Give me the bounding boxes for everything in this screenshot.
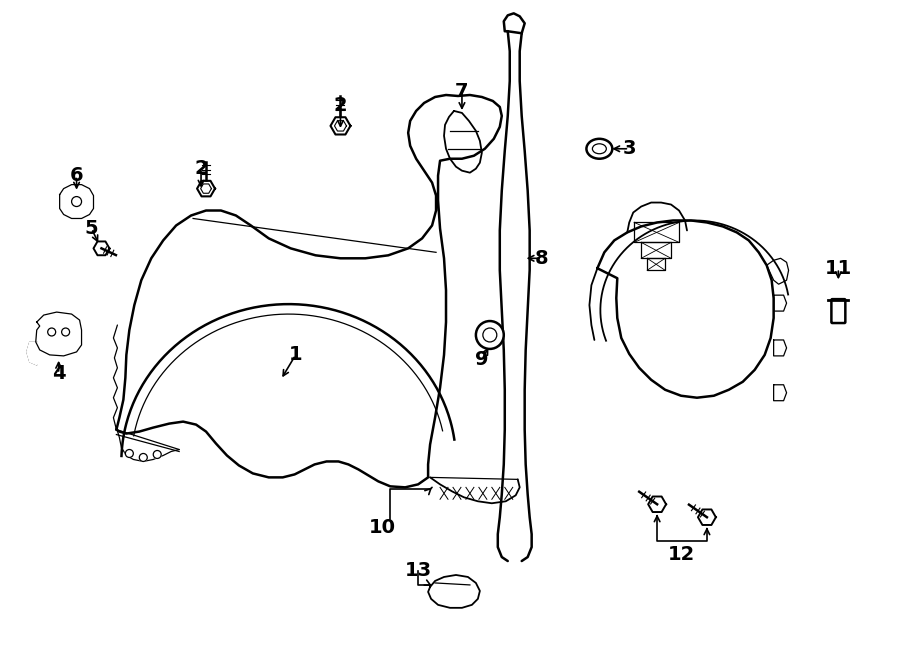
Text: 7: 7 <box>455 81 469 101</box>
Text: 11: 11 <box>824 259 852 278</box>
Text: 2: 2 <box>194 159 208 178</box>
Text: 12: 12 <box>668 545 695 563</box>
Polygon shape <box>27 342 37 365</box>
Text: 4: 4 <box>52 364 66 383</box>
Ellipse shape <box>587 139 612 159</box>
Text: 10: 10 <box>369 518 396 537</box>
Circle shape <box>61 328 69 336</box>
FancyBboxPatch shape <box>832 299 845 323</box>
Text: 3: 3 <box>623 139 636 158</box>
Circle shape <box>153 451 161 459</box>
Text: 1: 1 <box>289 346 302 364</box>
Text: 13: 13 <box>405 561 432 581</box>
Polygon shape <box>59 185 94 218</box>
Text: 6: 6 <box>70 166 84 185</box>
Text: 2: 2 <box>334 97 347 115</box>
Polygon shape <box>36 312 82 356</box>
Circle shape <box>476 321 504 349</box>
Circle shape <box>140 453 148 461</box>
Circle shape <box>125 449 133 457</box>
Circle shape <box>48 328 56 336</box>
Text: 8: 8 <box>535 249 548 268</box>
Text: 9: 9 <box>475 350 489 369</box>
Circle shape <box>72 197 82 207</box>
Text: 5: 5 <box>85 219 98 238</box>
